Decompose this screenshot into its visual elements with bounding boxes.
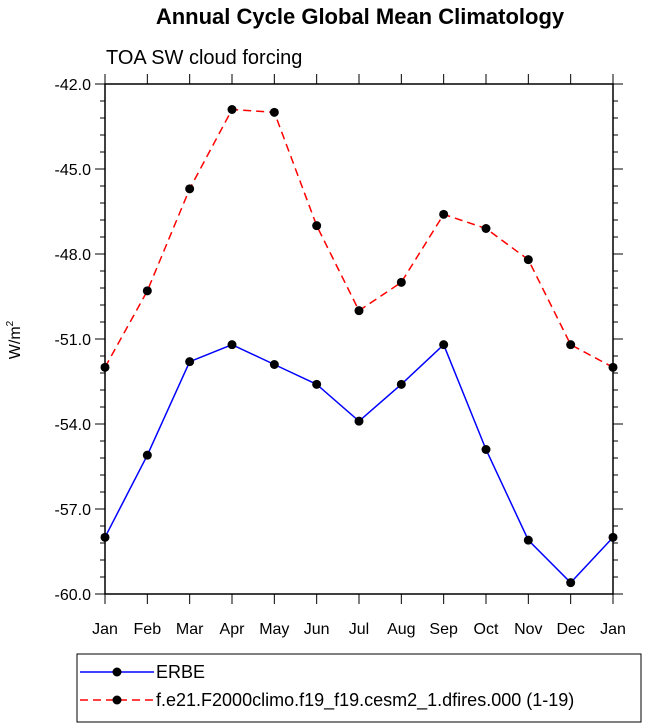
x-tick-label: Mar <box>176 621 204 638</box>
y-tick-label: -42.0 <box>55 77 92 94</box>
x-tick-label: Nov <box>514 621 542 638</box>
y-tick-label: -51.0 <box>55 332 92 349</box>
series-1-point <box>185 357 195 367</box>
series-2-point <box>227 105 237 114</box>
series-2-point <box>439 209 449 219</box>
x-tick-label: Sep <box>429 621 458 638</box>
series-1-point <box>142 450 152 460</box>
y-tick-label: -60.0 <box>55 587 92 604</box>
series-1-point <box>566 578 576 588</box>
series-line-1 <box>104 343 614 584</box>
x-tick-label: Aug <box>387 621 415 638</box>
series-2-point <box>269 107 279 117</box>
series-2-point <box>142 286 152 296</box>
series-1-point <box>354 416 364 426</box>
plot-frame <box>104 83 614 595</box>
y-tick-label: -45.0 <box>55 162 92 179</box>
y-axis: -42.0 -45.0 -48.0 -51.0 -54.0 -57.0 -60.0 <box>55 77 623 604</box>
y-axis-label-superscript: 2 <box>5 320 16 326</box>
x-tick-label: Dec <box>556 621 584 638</box>
legend-label-1: ERBE <box>156 662 205 682</box>
y-tick-label: -48.0 <box>55 247 92 264</box>
chart-title: Annual Cycle Global Mean Climatology <box>156 4 565 29</box>
series-1-point <box>269 360 279 369</box>
series-1-point <box>227 340 237 350</box>
x-tick-label: Jan <box>92 621 118 638</box>
y-tick-label: -57.0 <box>55 502 92 519</box>
series-2-point <box>481 224 491 233</box>
series-2-point <box>523 255 533 265</box>
series-1-point <box>481 445 491 454</box>
x-tick-label: May <box>259 621 289 638</box>
legend-marker-2 <box>112 695 122 705</box>
series-1-point <box>312 379 322 389</box>
legend-box <box>76 653 642 723</box>
series-2-point <box>312 221 322 231</box>
legend-label-2: f.e21.F2000climo.f19_f19.cesm2_1.dfires.… <box>156 690 574 711</box>
legend: ERBE f.e21.F2000climo.f19_f19.cesm2_1.dfi… <box>80 662 574 711</box>
x-tick-label: Apr <box>220 621 246 638</box>
x-tick-label: Feb <box>134 621 162 638</box>
series-2-point <box>396 277 406 287</box>
series-1-point <box>396 379 406 389</box>
series-2-point <box>354 306 364 316</box>
series-1-point <box>439 340 449 350</box>
series-1-point <box>523 535 533 545</box>
series-2-point <box>566 340 576 350</box>
x-axis: Jan Feb Mar Apr May Jun Jul Aug Sep Oct Nov Dec Jan <box>92 74 626 638</box>
series-line-2 <box>104 108 614 368</box>
legend-marker-1 <box>112 667 122 677</box>
x-tick-label: Jun <box>304 621 330 638</box>
x-tick-label: Jan <box>600 621 626 638</box>
y-axis-label-base: W/m <box>7 326 24 359</box>
x-tick-label: Oct <box>474 621 499 638</box>
y-axis-label: W/m2 <box>5 320 24 359</box>
y-tick-label: -54.0 <box>55 417 92 434</box>
series-layer <box>100 105 618 588</box>
chart-subtitle: TOA SW cloud forcing <box>106 47 302 69</box>
series-2-point <box>185 184 195 194</box>
x-tick-label: Jul <box>349 621 369 638</box>
